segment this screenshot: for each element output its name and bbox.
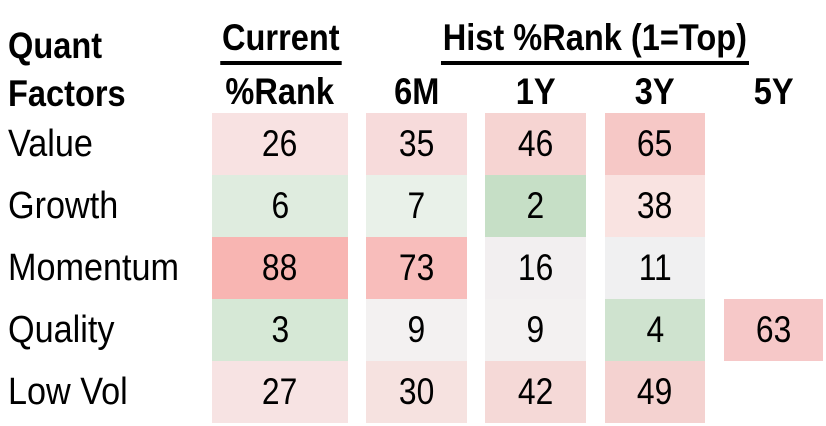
row-label: Growth <box>8 184 119 227</box>
heatmap-cell: 46 <box>485 113 586 175</box>
heatmap-cell: 65 <box>605 113 705 175</box>
heatmap-cell: 35 <box>366 113 467 175</box>
table-row-growth: Growth 6 7 2 38 <box>0 175 823 237</box>
heatmap-cell: 7 <box>366 175 467 237</box>
col-header-percent-rank: %Rank <box>225 71 335 112</box>
heatmap-cell: 38 <box>605 175 705 237</box>
row-label: Low Vol <box>8 370 128 413</box>
col-header-6m: 6M <box>393 71 440 112</box>
row-label: Value <box>8 122 93 165</box>
heatmap-cell-empty <box>724 237 823 299</box>
col-header-5y: 5Y <box>753 71 794 112</box>
table-row-lowvol: Low Vol 27 30 42 49 <box>0 361 823 423</box>
table-title-line1: Quant <box>8 25 103 66</box>
hist-group-header: Hist %Rank (1=Top) <box>366 18 823 65</box>
heatmap-cell: 11 <box>605 237 705 299</box>
heatmap-cell: 4 <box>605 299 705 361</box>
heatmap-cell: 9 <box>366 299 467 361</box>
heatmap-cell: 63 <box>724 299 823 361</box>
heatmap-cell: 42 <box>485 361 586 423</box>
heatmap-cell: 6 <box>212 175 348 237</box>
heatmap-cell: 30 <box>366 361 467 423</box>
row-label: Quality <box>8 308 115 351</box>
col-header-1y: 1Y <box>515 71 556 112</box>
heatmap-grid: Value 26 35 46 65 Growth 6 7 2 38 Moment… <box>0 113 823 423</box>
heatmap-cell: 73 <box>366 237 467 299</box>
heatmap-cell: 49 <box>605 361 705 423</box>
col-header-3y: 3Y <box>635 71 675 112</box>
heatmap-cell: 16 <box>485 237 586 299</box>
heatmap-cell-empty <box>724 113 823 175</box>
heatmap-cell: 88 <box>212 237 348 299</box>
heatmap-cell: 27 <box>212 361 348 423</box>
table-row-momentum: Momentum 88 73 16 11 <box>0 237 823 299</box>
table-row-quality: Quality 3 9 9 4 63 <box>0 299 823 361</box>
table-title-line2: Factors <box>8 73 126 114</box>
table-row-value: Value 26 35 46 65 <box>0 113 823 175</box>
heatmap-cell: 26 <box>212 113 348 175</box>
heatmap-cell-empty <box>724 361 823 423</box>
current-group-header: Current <box>212 18 348 65</box>
table-title: Quant Factors <box>8 22 142 118</box>
heatmap-cell-empty <box>724 175 823 237</box>
heatmap-cell: 2 <box>485 175 586 237</box>
heatmap-cell: 3 <box>212 299 348 361</box>
heatmap-cell: 9 <box>485 299 586 361</box>
row-label: Momentum <box>8 246 180 289</box>
